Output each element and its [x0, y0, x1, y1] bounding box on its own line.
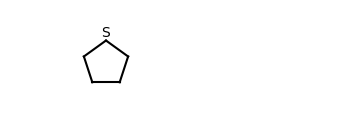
- Text: S: S: [102, 26, 111, 40]
